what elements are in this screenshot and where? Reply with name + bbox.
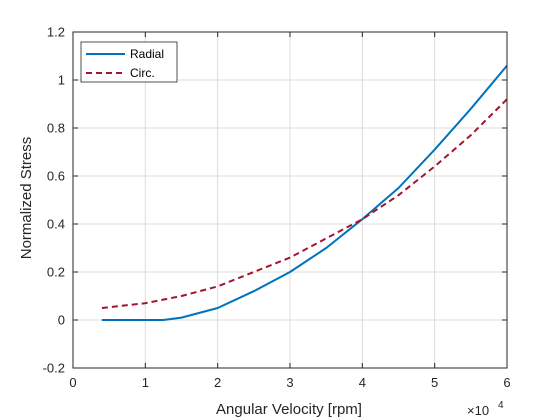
y-axis-label: Normalized Stress — [18, 137, 35, 260]
y-tick-label: -0.2 — [43, 361, 65, 376]
x-exponent-label: ×10 — [467, 403, 489, 418]
grid — [73, 32, 507, 368]
x-tick-label: 4 — [359, 375, 366, 390]
legend-label-radial: Radial — [130, 47, 164, 61]
x-tick-label: 3 — [286, 375, 293, 390]
x-exponent-power: 4 — [498, 400, 504, 411]
series-line-circ — [102, 99, 507, 308]
x-axis-label: Angular Velocity [rpm] — [216, 401, 362, 418]
y-tick-label: 0.2 — [47, 265, 65, 280]
y-tick-label: 0.6 — [47, 169, 65, 184]
y-tick-label: 0 — [58, 313, 65, 328]
x-tick-label: 1 — [142, 375, 149, 390]
x-tick-label: 2 — [214, 375, 221, 390]
x-tick-label: 5 — [431, 375, 438, 390]
legend-label-circ: Circ. — [130, 66, 155, 80]
y-tick-label: 0.8 — [47, 121, 65, 136]
series-layer — [102, 66, 507, 320]
x-tick-label: 6 — [503, 375, 510, 390]
legend: Radial Circ. — [81, 42, 177, 82]
x-tick-label: 0 — [69, 375, 76, 390]
y-tick-label: 1 — [58, 73, 65, 88]
y-tick-label: 1.2 — [47, 25, 65, 40]
y-tick-label: 0.4 — [47, 217, 65, 232]
series-line-radial — [102, 66, 507, 320]
